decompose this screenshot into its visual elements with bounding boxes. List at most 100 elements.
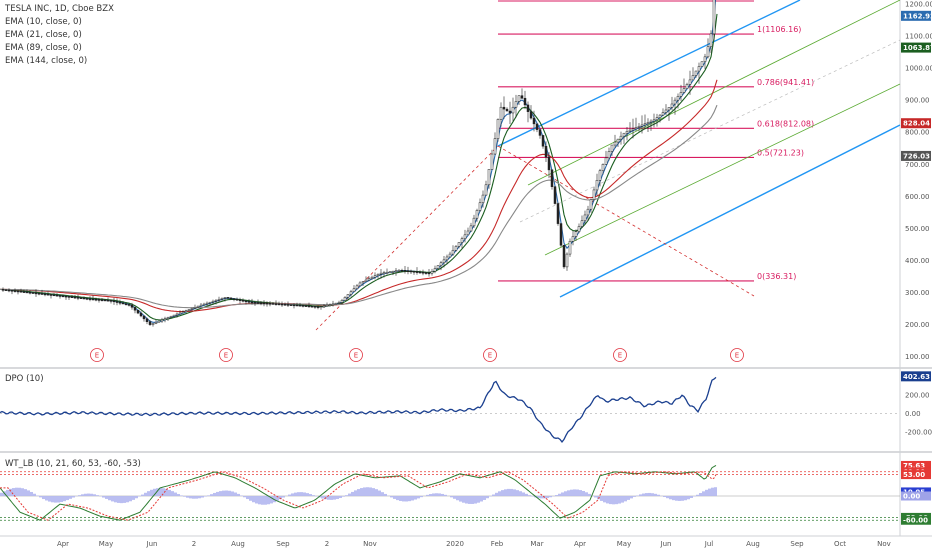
candle-body [520,95,524,99]
legend-ema10[interactable]: EMA (10, close, 0) [5,17,82,27]
wt-hist-bar [516,490,519,496]
wt-hist-bar [360,488,363,496]
price-tags: 1402.02TSLA1389.861162.921063.87828.0472… [901,10,932,161]
dpo-legend[interactable]: DPO (10) [5,374,44,384]
time-tick-3: 2 [192,540,196,548]
candle-body [592,189,596,200]
wt-hist-bar [585,492,588,496]
candle-body [151,323,155,325]
wt-hist-bar [639,494,642,496]
wt-hist-bar [339,496,342,498]
candle-body [139,312,143,317]
wt-hist-bar [378,490,381,496]
wt-hist-bar [582,490,585,496]
wt-hist-bar [255,496,258,504]
candle-body [247,301,251,303]
earnings-marker-5[interactable] [730,348,744,362]
candle-body [178,312,182,315]
price-tick-14: 100.00 [905,353,930,361]
candle-body [304,305,308,307]
candle-body [457,242,461,247]
wt-tag-0: 75.63 [903,462,925,470]
wt-legend[interactable]: WT_LB (10, 21, 60, 53, -60, -53) [5,459,141,469]
wt-hist-bar [690,496,693,498]
candle-body [340,300,344,303]
fib-levels[interactable]: 1.414(1424.88)1(1106.16)0.786(941.41)0.6… [498,0,900,282]
price-tag-bg-5 [901,118,931,129]
legend-ema21[interactable]: EMA (21, close, 0) [5,30,82,40]
candle-body [418,271,422,274]
wt-hist-bar [369,487,372,496]
wt-hist-bar [453,496,456,499]
candle-body [664,109,668,113]
legend-ema89[interactable]: EMA (89, close, 0) [5,43,82,53]
wt-hist-bar [351,491,354,496]
candle-body [109,300,113,302]
candle-body [538,129,542,136]
time-tick-9: Feb [491,540,504,548]
candle-body [391,270,395,273]
wt-hist-bar [171,491,174,496]
candle-body [82,297,86,300]
candle-body [238,299,242,301]
candle-body [358,282,362,287]
candle-body [55,294,59,297]
candle-body [364,279,368,282]
candle-body [25,291,29,294]
candle-body [142,315,146,320]
median-center [519,39,901,223]
wt-hist-bar [402,496,405,502]
candle-body [229,297,233,300]
pitchfork[interactable] [315,0,901,331]
wt-hist-bar [72,496,75,498]
wt-hist-bar [195,496,198,499]
time-tick-5: Sep [276,540,290,548]
candle-body [586,208,590,216]
candle-body [334,302,338,305]
wt-hist-bar [132,496,135,500]
candle-body [187,309,191,311]
wt-hist-bar [576,489,579,496]
wt-hist-bar [648,492,651,496]
candle-body [652,119,656,122]
earnings-marker-3[interactable] [483,348,497,362]
candle-body [496,119,500,139]
wt-hist-bar [432,493,435,496]
time-axis[interactable]: Apr May Jun 2 Aug Sep 2 Nov 2020 Feb Mar Apr May Jun J… [57,540,891,548]
earnings-marker-2[interactable] [349,348,363,362]
candle-body [169,315,173,318]
wt-hist-bar [621,496,624,503]
wt-hist-bar [96,495,99,496]
earnings-marker-0[interactable] [90,348,104,362]
candle-body [286,304,290,306]
candle-body [343,297,347,301]
wt-hist-bar [396,496,399,501]
earnings-marker-4[interactable] [613,348,627,362]
wt-hist-bar [570,489,573,496]
candle-body [490,153,494,170]
wt-hist-bar [714,487,717,496]
wt-hist-bar [348,493,351,496]
candle-body [337,302,341,304]
legend-ema144[interactable]: EMA (144, close, 0) [5,56,87,66]
time-tick-8: 2020 [446,540,464,548]
candle-body [91,298,95,301]
price-axis[interactable]: 1500.001400.001300.001200.001100.001000.… [905,0,932,361]
candle-body [598,170,602,181]
wt-hist-bar [528,495,531,496]
candle-body [613,141,617,146]
candle-body [166,317,170,319]
wt-hist-bar [192,496,195,499]
wt-hist-bar [108,496,111,501]
price-pane[interactable] [0,0,900,368]
candle-body [352,288,356,292]
wt-hist-bar [279,496,282,500]
wt-hist-bar [624,496,627,502]
dpo-pane[interactable]: 200.00 0.00 -200.00 402.63 [0,371,932,443]
wt-hist-bar [159,487,162,496]
earnings-marker-1[interactable] [219,348,233,362]
candle-body [478,202,482,211]
